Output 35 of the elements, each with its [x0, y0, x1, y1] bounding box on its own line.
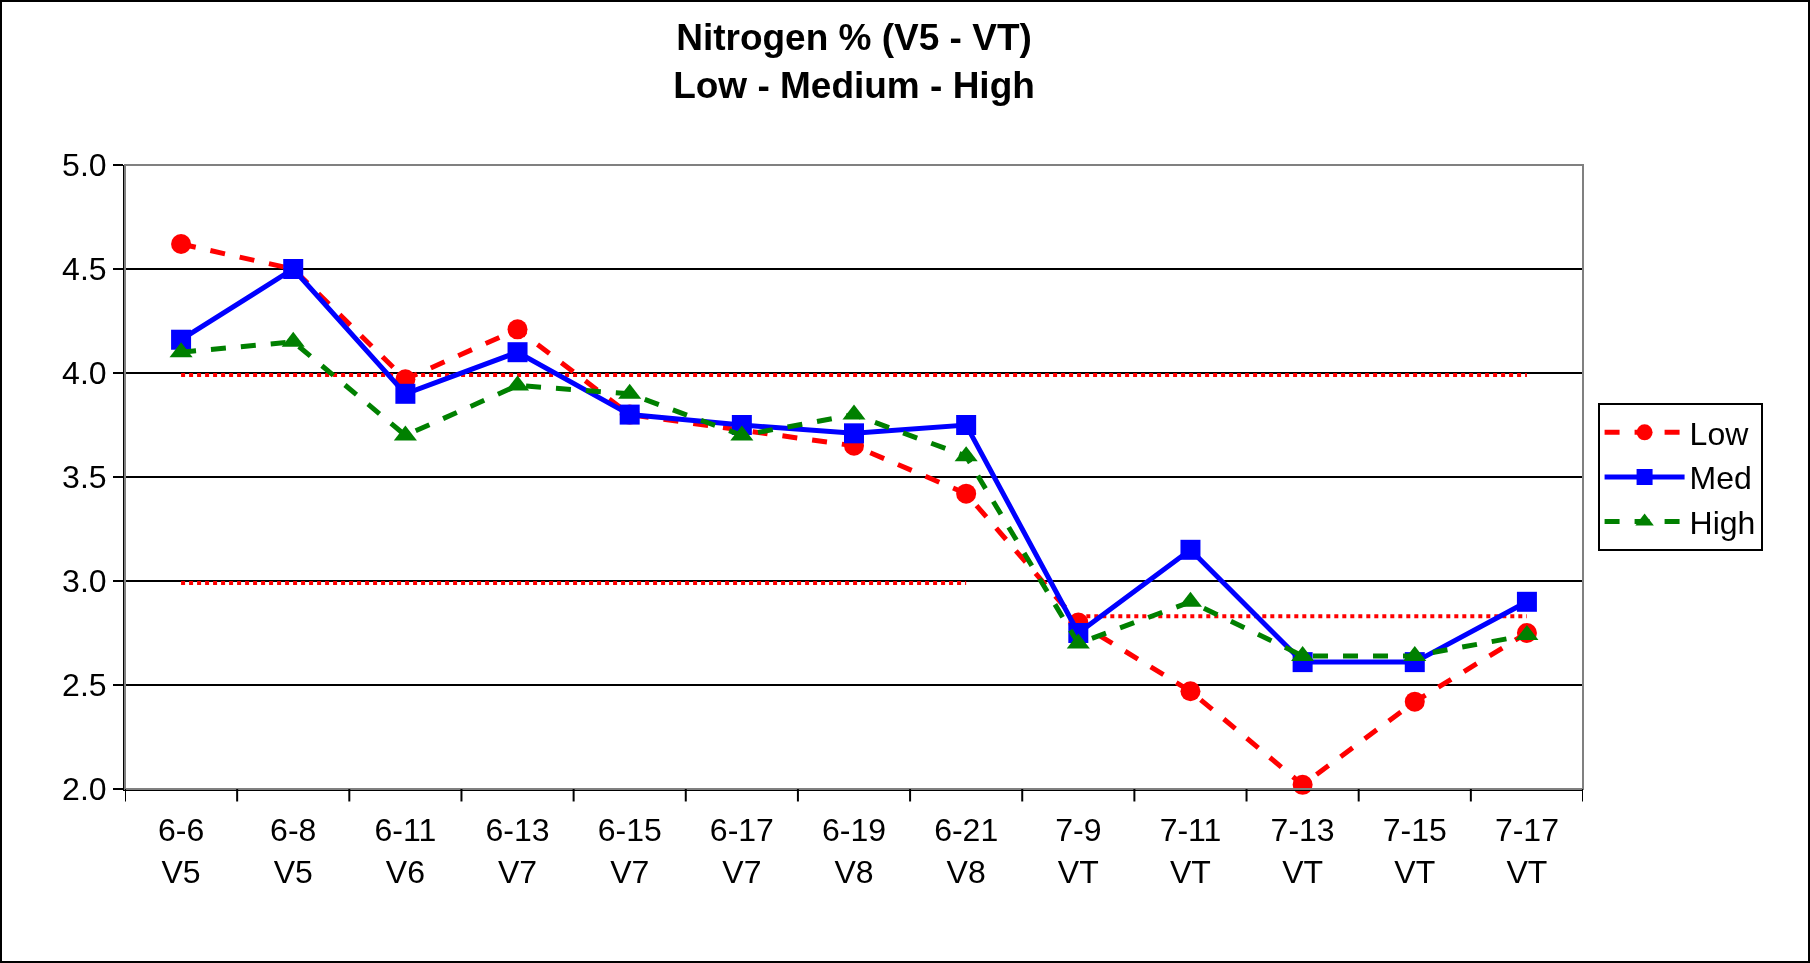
x-tick-label: 6-8 V5 — [270, 812, 317, 890]
point — [507, 319, 528, 340]
x-tick-label: 6-19 V8 — [821, 812, 887, 890]
legend-label: High — [1689, 504, 1756, 541]
y-tick-label: 2.5 — [62, 667, 107, 704]
legend-label: Med — [1689, 460, 1752, 497]
y-tick-label: 3.0 — [62, 563, 107, 600]
x-tick-label: 6-21 V8 — [934, 812, 999, 890]
x-tick-label: 7-11 VT — [1159, 812, 1222, 890]
y-tick-label: 3.5 — [62, 459, 107, 496]
point — [1180, 681, 1201, 702]
point — [844, 423, 864, 444]
legend-label: Low — [1689, 415, 1750, 452]
x-tick-label: 7-15 VT — [1382, 812, 1447, 890]
point — [1516, 591, 1537, 612]
y-tick-label: 4.0 — [62, 355, 107, 392]
x-tick-label: 6-15 V7 — [597, 812, 662, 890]
point — [1180, 539, 1201, 560]
x-tick-label: 7-13 VT — [1270, 812, 1335, 890]
x-tick-label: 7-9 VT — [1055, 812, 1102, 890]
chart-title: Nitrogen % (V5 - VT) Low - Medium - High — [673, 16, 1035, 107]
point — [171, 234, 192, 255]
x-tick-label: 6-13 V7 — [485, 812, 550, 890]
y-tick-label: 2.0 — [62, 771, 107, 808]
point — [395, 383, 416, 404]
point — [956, 415, 977, 435]
x-tick-label: 6-6 V5 — [157, 812, 205, 890]
y-tick-label: 5.0 — [62, 147, 107, 184]
point — [956, 483, 977, 504]
point — [507, 342, 528, 363]
x-tick-label: 6-17 V7 — [709, 812, 774, 890]
point — [1404, 691, 1425, 712]
y-tick-label: 4.5 — [62, 251, 107, 288]
x-tick-label: 7-17 VT — [1494, 812, 1559, 890]
x-tick-label: 6-11 V6 — [374, 812, 437, 890]
